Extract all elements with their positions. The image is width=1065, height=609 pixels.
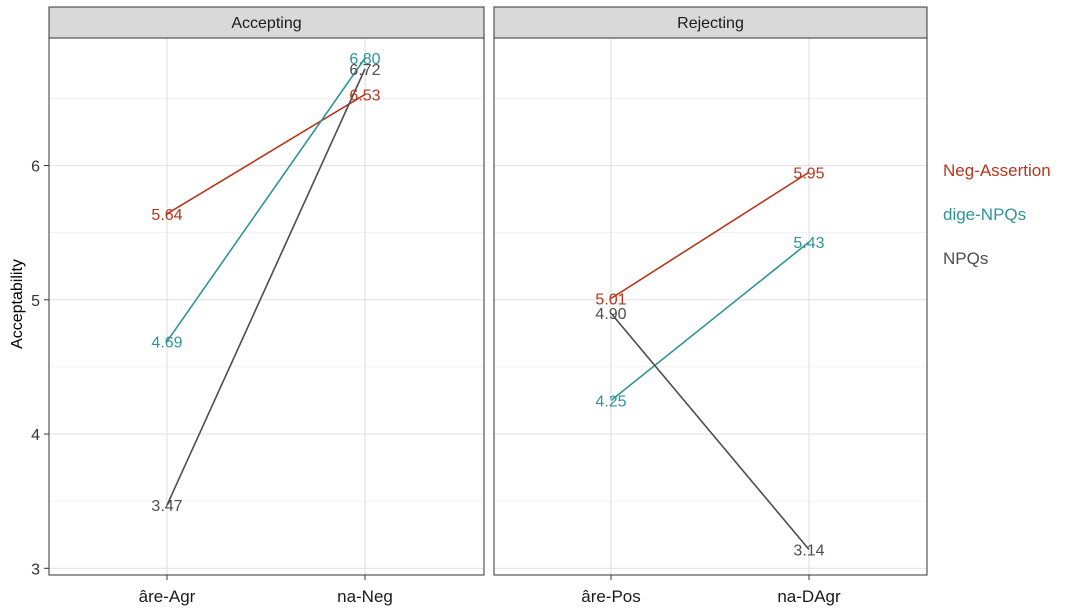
- data-label: 5.64: [151, 207, 182, 224]
- data-label: 4.25: [595, 393, 626, 410]
- x-tick-label: na-Neg: [337, 587, 393, 606]
- series-line-npqs: [166, 68, 366, 506]
- y-tick-label: 6: [31, 159, 40, 176]
- series-line-dige-npqs: [166, 57, 366, 342]
- panel-title: Rejecting: [677, 15, 744, 32]
- panel-title: Accepting: [231, 15, 301, 32]
- data-label: 5.43: [793, 235, 824, 252]
- x-tick-label: âre-Pos: [581, 587, 641, 606]
- legend-entry: Neg-Assertion: [943, 161, 1051, 180]
- data-label: 4.69: [151, 334, 182, 351]
- legend-entry: dige-NPQs: [943, 205, 1026, 224]
- data-label: 4.90: [595, 306, 626, 323]
- data-label: 3.14: [793, 542, 824, 559]
- y-axis-title: Acceptability: [9, 259, 26, 349]
- series-line-neg-assertion: [166, 93, 366, 215]
- data-label: 5.95: [793, 165, 824, 182]
- panel-border: [48, 37, 485, 576]
- y-tick-label: 5: [31, 293, 40, 310]
- panel-strip: [493, 6, 928, 39]
- x-tick-label: âre-Agr: [139, 587, 196, 606]
- panel-border: [493, 37, 928, 576]
- data-label: 6.80: [349, 51, 380, 68]
- series-line-neg-assertion: [610, 171, 810, 300]
- series-line-dige-npqs: [610, 241, 810, 402]
- legend-entry: NPQs: [943, 249, 988, 268]
- y-tick-label: 4: [31, 427, 40, 444]
- series-line-npqs: [610, 312, 810, 551]
- panel-strip: [48, 6, 485, 39]
- data-label: 3.47: [151, 498, 182, 515]
- x-tick-label: na-DAgr: [777, 587, 841, 606]
- y-tick-label: 3: [31, 561, 40, 578]
- data-label: 5.01: [595, 291, 626, 308]
- data-label: 6.72: [349, 62, 380, 79]
- data-label: 6.53: [349, 87, 380, 104]
